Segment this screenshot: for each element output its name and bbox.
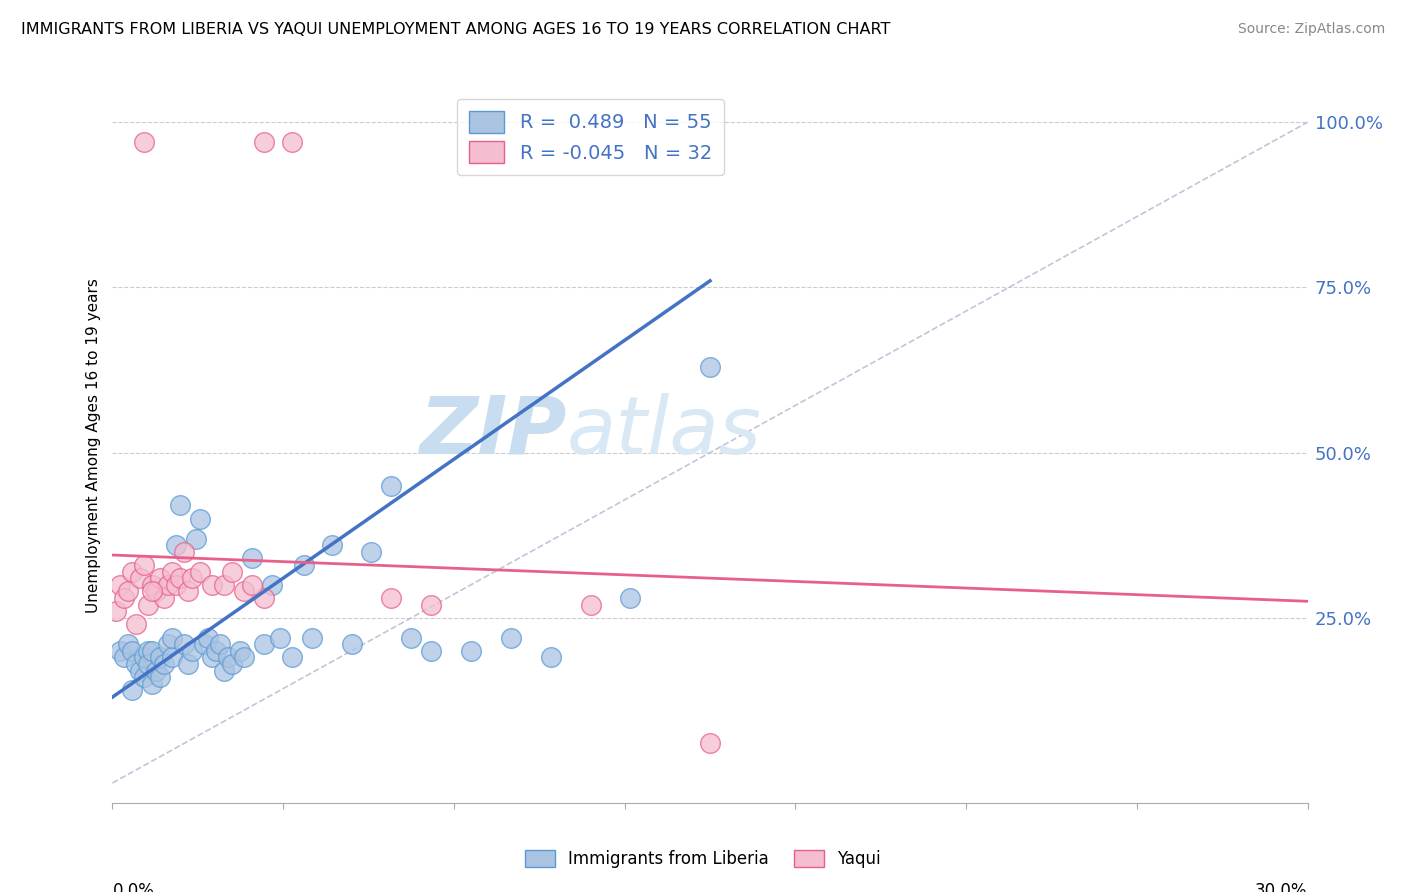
- Point: [201, 578, 224, 592]
- Point: [110, 644, 132, 658]
- Point: [188, 511, 211, 525]
- Point: [145, 584, 167, 599]
- Point: [619, 591, 641, 605]
- Text: IMMIGRANTS FROM LIBERIA VS YAQUI UNEMPLOYMENT AMONG AGES 16 TO 19 YEARS CORRELAT: IMMIGRANTS FROM LIBERIA VS YAQUI UNEMPLO…: [21, 22, 890, 37]
- Point: [253, 135, 276, 149]
- Y-axis label: Unemployment Among Ages 16 to 19 years: Unemployment Among Ages 16 to 19 years: [86, 278, 101, 614]
- Text: ZIP: ZIP: [419, 392, 567, 471]
- Point: [401, 631, 423, 645]
- Point: [240, 551, 263, 566]
- Point: [121, 683, 143, 698]
- Point: [129, 571, 152, 585]
- Point: [186, 532, 208, 546]
- Point: [169, 499, 191, 513]
- Point: [149, 571, 172, 585]
- Point: [208, 637, 231, 651]
- Point: [188, 565, 211, 579]
- Point: [169, 571, 191, 585]
- Point: [162, 565, 183, 579]
- Point: [260, 578, 283, 592]
- Point: [499, 631, 522, 645]
- Point: [420, 644, 443, 658]
- Point: [212, 578, 235, 592]
- Text: Source: ZipAtlas.com: Source: ZipAtlas.com: [1237, 22, 1385, 37]
- Point: [162, 631, 183, 645]
- Point: [269, 631, 291, 645]
- Point: [125, 657, 148, 671]
- Point: [149, 670, 172, 684]
- Point: [292, 558, 315, 572]
- Legend: Immigrants from Liberia, Yaqui: Immigrants from Liberia, Yaqui: [519, 843, 887, 875]
- Point: [117, 637, 139, 651]
- Point: [420, 598, 443, 612]
- Point: [134, 670, 156, 684]
- Point: [173, 637, 195, 651]
- Point: [181, 644, 204, 658]
- Point: [380, 591, 402, 605]
- Point: [233, 650, 256, 665]
- Point: [253, 591, 276, 605]
- Point: [138, 657, 160, 671]
- Point: [117, 584, 139, 599]
- Point: [699, 359, 721, 374]
- Point: [105, 604, 128, 618]
- Point: [149, 650, 172, 665]
- Point: [181, 571, 204, 585]
- Point: [229, 644, 252, 658]
- Point: [579, 598, 602, 612]
- Point: [360, 545, 382, 559]
- Point: [281, 650, 304, 665]
- Point: [201, 650, 224, 665]
- Point: [138, 644, 160, 658]
- Point: [281, 135, 304, 149]
- Point: [177, 657, 200, 671]
- Point: [141, 584, 163, 599]
- Point: [114, 650, 135, 665]
- Point: [205, 644, 228, 658]
- Point: [301, 631, 323, 645]
- Point: [114, 591, 135, 605]
- Text: 30.0%: 30.0%: [1256, 882, 1308, 892]
- Point: [217, 650, 239, 665]
- Point: [157, 578, 180, 592]
- Point: [138, 598, 160, 612]
- Point: [540, 650, 562, 665]
- Point: [165, 538, 187, 552]
- Point: [221, 565, 243, 579]
- Point: [141, 644, 163, 658]
- Point: [165, 578, 187, 592]
- Point: [253, 637, 276, 651]
- Point: [233, 584, 256, 599]
- Point: [162, 650, 183, 665]
- Point: [380, 478, 402, 492]
- Point: [699, 736, 721, 750]
- Point: [141, 578, 163, 592]
- Point: [197, 631, 219, 645]
- Point: [125, 617, 148, 632]
- Point: [145, 664, 167, 678]
- Point: [177, 584, 200, 599]
- Point: [221, 657, 243, 671]
- Point: [340, 637, 363, 651]
- Point: [110, 578, 132, 592]
- Point: [134, 135, 156, 149]
- Point: [121, 565, 143, 579]
- Point: [321, 538, 343, 552]
- Point: [212, 664, 235, 678]
- Point: [193, 637, 215, 651]
- Text: 0.0%: 0.0%: [112, 882, 155, 892]
- Point: [460, 644, 482, 658]
- Point: [240, 578, 263, 592]
- Text: atlas: atlas: [567, 392, 762, 471]
- Point: [134, 650, 156, 665]
- Point: [153, 591, 176, 605]
- Point: [157, 637, 180, 651]
- Legend: R =  0.489   N = 55, R = -0.045   N = 32: R = 0.489 N = 55, R = -0.045 N = 32: [457, 99, 724, 175]
- Point: [129, 664, 152, 678]
- Point: [134, 558, 156, 572]
- Point: [121, 644, 143, 658]
- Point: [153, 657, 176, 671]
- Point: [141, 677, 163, 691]
- Point: [173, 545, 195, 559]
